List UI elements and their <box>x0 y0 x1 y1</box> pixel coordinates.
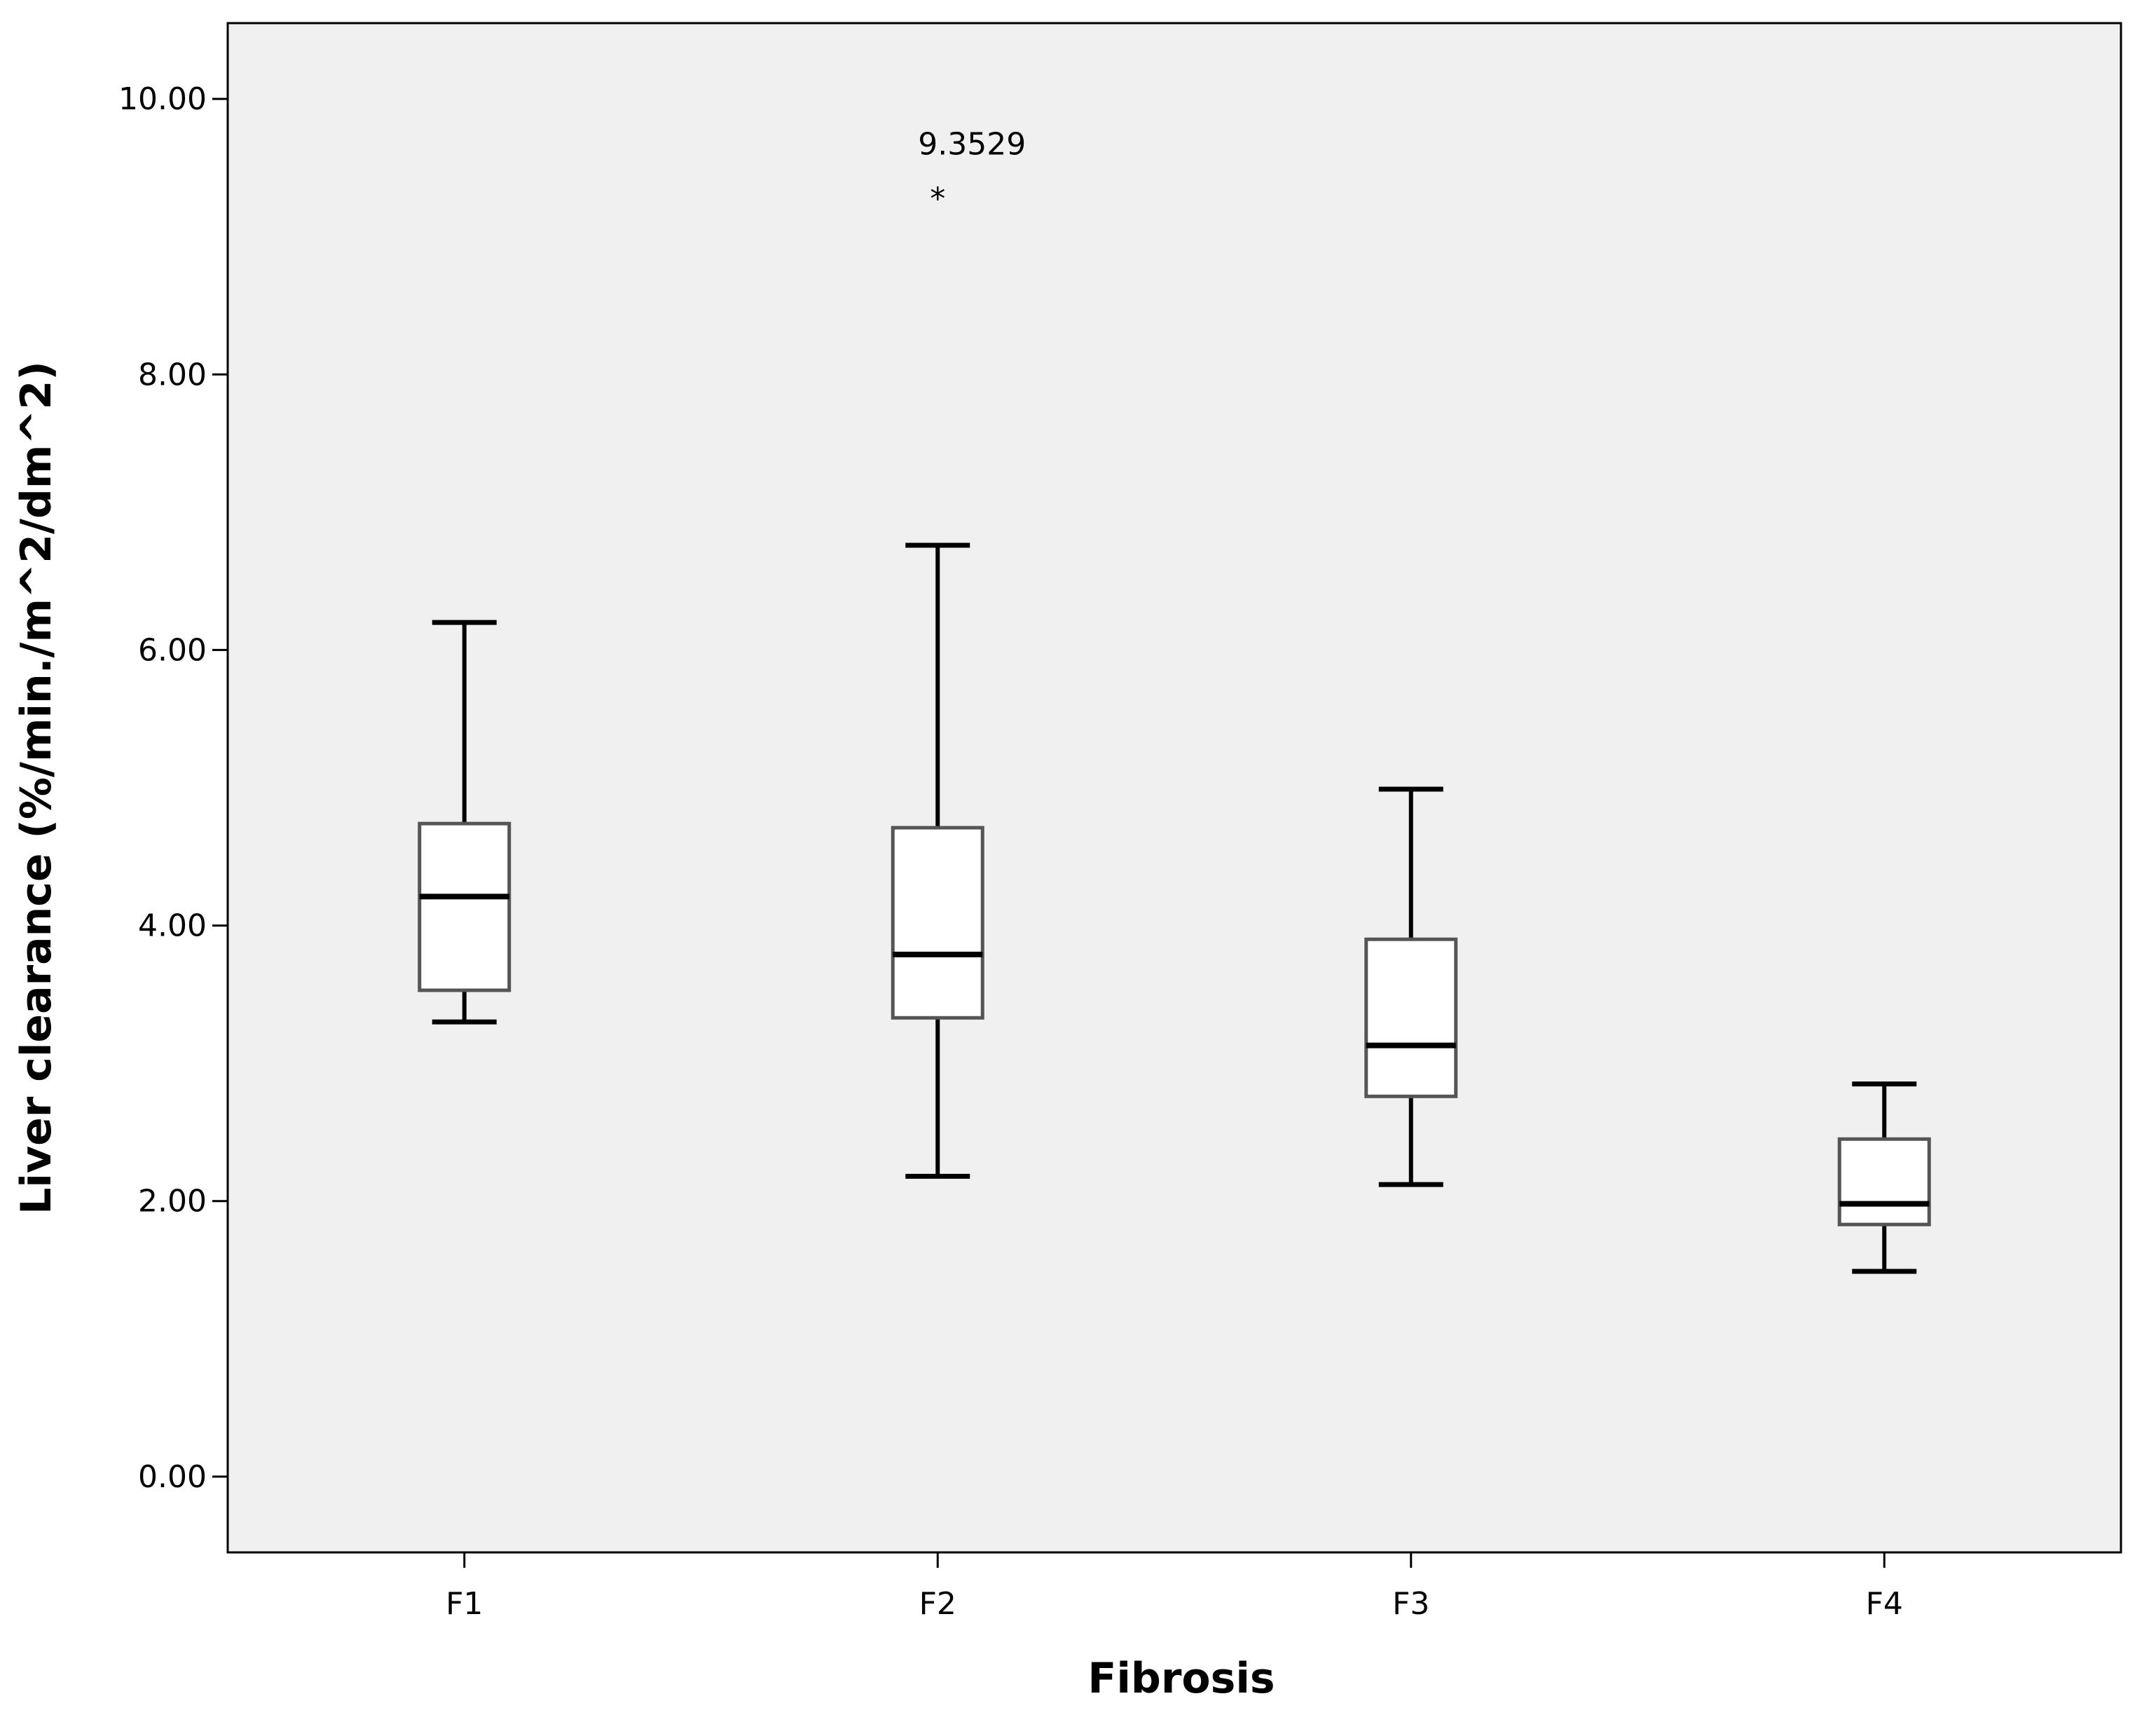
box-f3 <box>1364 786 1458 1187</box>
y-tick-label: 8.00 <box>138 357 207 392</box>
y-axis-title: Liver clearance (%/min./m^2/dm^2) <box>12 361 61 1215</box>
box-f1 <box>418 620 511 1025</box>
iqr-box <box>891 826 984 1020</box>
x-tick-label: F2 <box>919 1586 956 1622</box>
iqr-box <box>1364 937 1458 1098</box>
box-f4 <box>1837 1081 1931 1274</box>
x-tick-label: F3 <box>1392 1586 1429 1622</box>
y-tick-label: 0.00 <box>138 1459 207 1495</box>
outlier-marker: * <box>930 181 945 217</box>
x-axis: F1 F2 F3 F4 <box>446 1552 1903 1622</box>
y-tick-label: 10.00 <box>118 81 207 117</box>
x-tick-label: F4 <box>1866 1586 1903 1622</box>
plot-area <box>226 22 2122 1554</box>
box-f2: * 9.3529 <box>891 126 1026 1179</box>
box-series: * 9.3529 <box>418 126 1931 1274</box>
y-tick-label: 4.00 <box>138 908 207 944</box>
x-tick-label: F1 <box>446 1586 483 1622</box>
iqr-box <box>1837 1137 1931 1226</box>
iqr-box <box>418 821 511 992</box>
outlier-label: 9.3529 <box>918 126 1026 162</box>
y-axis: 0.00 2.00 4.00 6.00 8.00 10.00 <box>118 81 228 1495</box>
y-tick-label: 2.00 <box>138 1184 207 1219</box>
y-tick-label: 6.00 <box>138 632 207 668</box>
x-axis-title: Fibrosis <box>1087 1654 1275 1703</box>
